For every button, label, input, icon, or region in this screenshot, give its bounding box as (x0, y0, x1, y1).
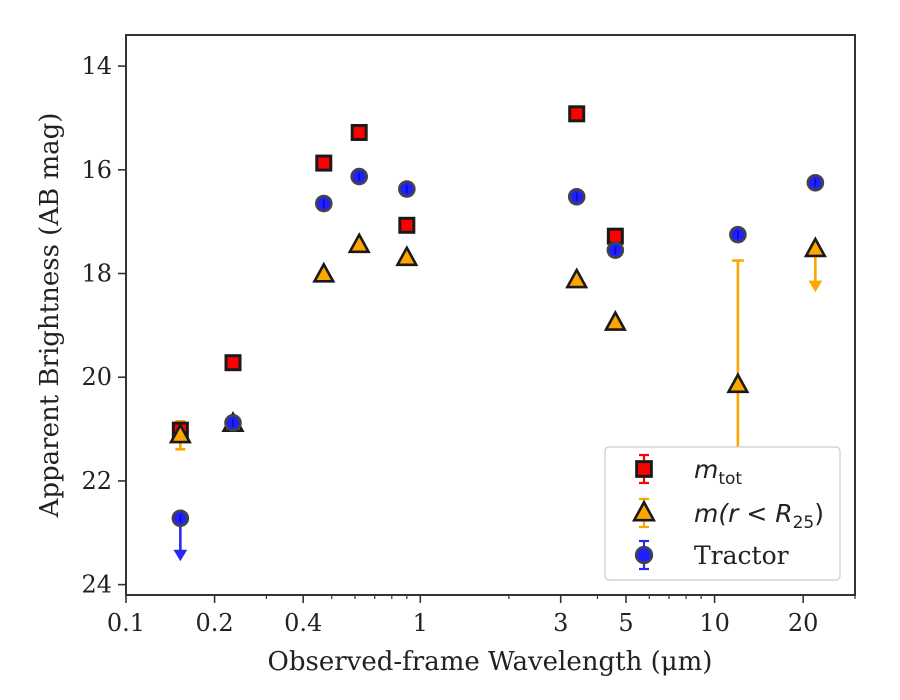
legend-triangle-marker (631, 499, 657, 522)
y-tick-label: 20 (81, 363, 112, 391)
triangle-point (726, 372, 750, 394)
x-tick-label: 3 (553, 609, 568, 637)
ticks: 0.1 0.2 0.4 1 3 5 10 20 14 16 18 20 22 24 (81, 52, 856, 637)
triangle-point (168, 422, 192, 444)
x-tick-label: 0.1 (107, 609, 145, 637)
x-tick-label: 1 (413, 609, 428, 637)
legend: mtot m(r < R25) Tractor (604, 446, 841, 581)
x-tick-label: 20 (788, 609, 819, 637)
square-point (224, 354, 242, 372)
triangle-point (312, 261, 336, 283)
y-tick-label: 24 (81, 571, 112, 599)
upper-limit-arrowhead (173, 549, 188, 562)
x-tick-label: 5 (618, 609, 633, 637)
square-point (568, 105, 586, 123)
triangle-point (803, 236, 827, 258)
legend-square-marker (635, 460, 653, 478)
legend-box (604, 446, 841, 581)
square-point (350, 123, 368, 141)
y-tick-label: 16 (81, 156, 112, 184)
y-tick-label: 22 (81, 467, 112, 495)
x-tick-label: 0.4 (284, 609, 322, 637)
y-tick-label: 18 (81, 260, 112, 288)
y-tick-label: 14 (81, 52, 112, 80)
square-point (398, 216, 416, 234)
y-axis-title: Apparent Brightness (AB mag) (35, 113, 65, 519)
square-point (315, 154, 333, 172)
x-tick-label: 0.2 (196, 609, 234, 637)
x-tick-label: 10 (699, 609, 730, 637)
square-point (606, 227, 624, 245)
upper-limit-arrowhead (808, 280, 823, 293)
legend-label: Tractor (694, 541, 789, 570)
legend-label: m(r < R25) (694, 499, 824, 533)
legend-circle-marker (634, 545, 654, 565)
triangle-point (565, 267, 589, 289)
triangle-point (395, 245, 419, 267)
triangle-point (603, 309, 627, 331)
plot-frame (125, 34, 856, 596)
data-points (168, 105, 827, 528)
triangle-point (347, 232, 371, 254)
legend-label: mtot (694, 455, 742, 489)
x-axis-title: Observed-frame Wavelength (μm) (268, 647, 713, 677)
